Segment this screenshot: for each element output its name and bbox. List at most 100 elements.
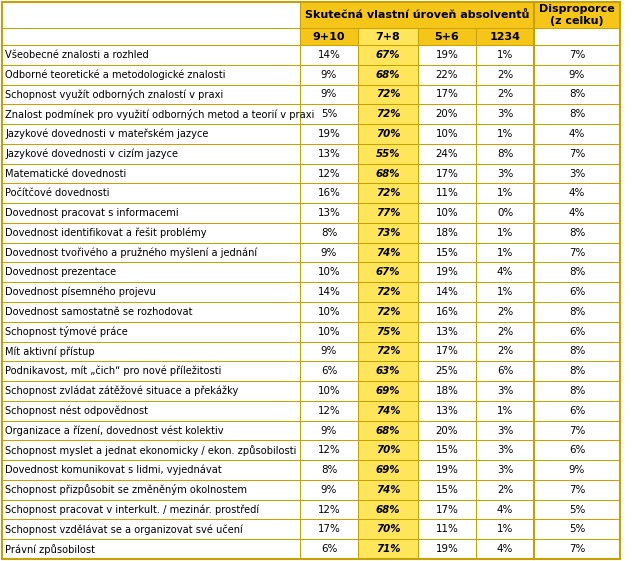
Bar [476,65,534,85]
Bar [300,480,358,500]
Text: 3%: 3% [497,465,513,475]
Bar [418,203,476,223]
Text: 70%: 70% [376,525,400,534]
Bar [358,104,418,124]
Bar [534,361,620,381]
Bar [300,322,358,342]
Text: Disproporce
(z celku): Disproporce (z celku) [539,4,615,26]
Bar [418,28,476,45]
Text: Právní způsobilost: Právní způsobilost [5,544,95,555]
Bar [476,85,534,104]
Bar [418,519,476,539]
Bar [534,203,620,223]
Bar [2,2,300,28]
Text: 72%: 72% [376,287,400,297]
Text: 9%: 9% [321,425,337,435]
Bar [418,223,476,243]
Bar [2,361,300,381]
Text: 2%: 2% [497,307,513,317]
Text: 19%: 19% [435,268,458,277]
Text: 68%: 68% [376,70,400,80]
Text: 6%: 6% [321,366,337,376]
Text: 10%: 10% [435,208,458,218]
Text: Počítčové dovednosti: Počítčové dovednosti [5,188,109,198]
Bar [358,28,418,45]
Text: Dovednost písemného projevu: Dovednost písemného projevu [5,287,156,297]
Text: 77%: 77% [376,208,400,218]
Bar [2,124,300,144]
Bar [534,263,620,282]
Bar [476,164,534,183]
Bar [300,183,358,203]
Bar [300,401,358,421]
Text: 19%: 19% [317,129,341,139]
Bar [2,164,300,183]
Bar [476,203,534,223]
Bar [300,302,358,322]
Text: 1%: 1% [497,50,513,60]
Text: 10%: 10% [318,268,341,277]
Text: 18%: 18% [435,386,458,396]
Text: 19%: 19% [435,50,458,60]
Text: 7%: 7% [569,50,585,60]
Bar [534,539,620,559]
Bar [418,183,476,203]
Text: 9%: 9% [569,465,585,475]
Text: Schopnost zvládat zátěžové situace a překážky: Schopnost zvládat zátěžové situace a pře… [5,386,238,396]
Text: Znalost podmínek pro využití odborných metod a teorií v praxi: Znalost podmínek pro využití odborných m… [5,109,314,119]
Text: 4%: 4% [569,188,585,198]
Text: 1%: 1% [497,287,513,297]
Bar [300,203,358,223]
Text: 1%: 1% [497,406,513,416]
Bar [418,85,476,104]
Text: 12%: 12% [318,406,341,416]
Bar [358,65,418,85]
Text: 69%: 69% [376,386,400,396]
Text: 3%: 3% [497,109,513,119]
Bar [476,381,534,401]
Bar [534,2,620,28]
Bar [534,164,620,183]
Text: 9%: 9% [569,70,585,80]
Bar [418,282,476,302]
Text: 25%: 25% [435,366,458,376]
Bar [534,124,620,144]
Bar [534,28,620,45]
Bar [300,164,358,183]
Bar [418,500,476,519]
Text: 1234: 1234 [490,31,521,42]
Text: 13%: 13% [435,406,458,416]
Text: 8%: 8% [569,347,585,356]
Bar [2,500,300,519]
Text: 13%: 13% [435,327,458,337]
Text: 67%: 67% [376,50,400,60]
Bar [2,85,300,104]
Bar [476,539,534,559]
Text: 11%: 11% [435,188,458,198]
Text: 5%: 5% [321,109,337,119]
Text: 16%: 16% [317,188,341,198]
Text: 4%: 4% [569,129,585,139]
Text: 11%: 11% [435,525,458,534]
Text: 1%: 1% [497,228,513,238]
Bar [358,440,418,460]
Bar [418,243,476,263]
Bar [418,381,476,401]
Bar [300,144,358,164]
Bar [2,203,300,223]
Bar [358,203,418,223]
Text: 6%: 6% [321,544,337,554]
Text: 18%: 18% [435,228,458,238]
Bar [476,243,534,263]
Bar [2,183,300,203]
Text: 63%: 63% [376,366,400,376]
Bar [476,440,534,460]
Bar [358,480,418,500]
Text: 75%: 75% [376,327,400,337]
Bar [358,45,418,65]
Bar [2,144,300,164]
Bar [300,519,358,539]
Text: 9+10: 9+10 [313,31,345,42]
Text: 1%: 1% [497,525,513,534]
Text: 3%: 3% [497,168,513,178]
